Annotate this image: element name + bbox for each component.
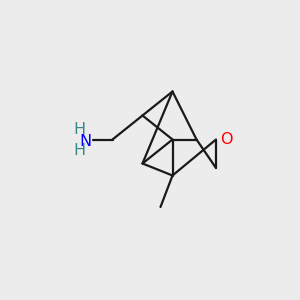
- Text: H: H: [74, 122, 86, 137]
- Text: H: H: [74, 143, 86, 158]
- Text: N: N: [80, 134, 92, 149]
- Text: O: O: [220, 132, 233, 147]
